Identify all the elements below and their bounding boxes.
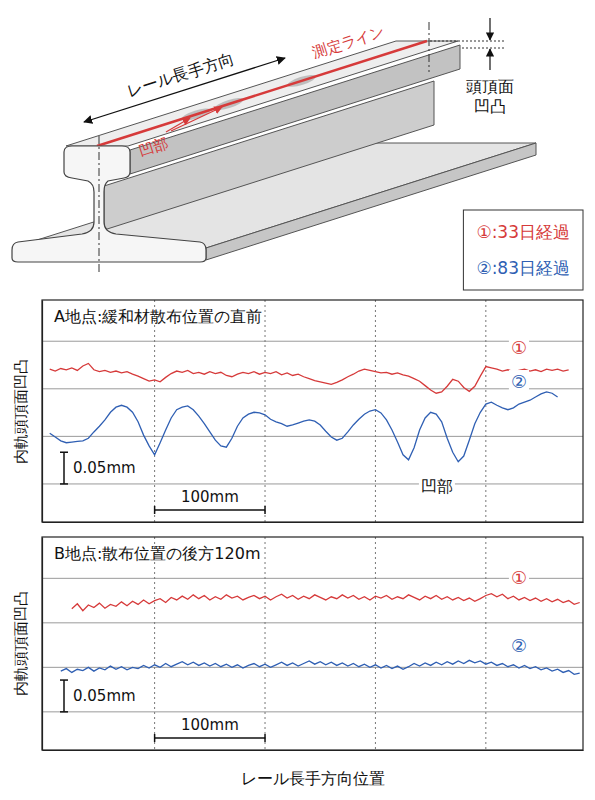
- unevenness-guide: [430, 41, 505, 42]
- series-group: [61, 594, 580, 675]
- series-label: ②: [511, 635, 527, 656]
- series-group: [50, 363, 569, 461]
- profile-line: [72, 594, 580, 611]
- recess-label: 凹部: [136, 134, 170, 160]
- legend: ①:33日経過 ②:83日経過: [463, 210, 583, 290]
- grid-line-y: [42, 388, 583, 389]
- panel: ① ② B地点:散布位置の後方120m 内軌頭頂面凹凸 0.05mm 100mm レール長手…: [12, 537, 584, 788]
- legend-entry: ①:33日経過: [476, 222, 570, 242]
- grid-line-y: [42, 711, 583, 712]
- scale-bar-cap: [264, 734, 266, 742]
- series-label-patch: [509, 634, 529, 657]
- scale-bar-cap: [60, 451, 68, 453]
- scale-bar-x-line: [155, 509, 265, 511]
- scale-bar-x: [155, 506, 265, 514]
- panel: ① ② A地点:緩和材散布位置の直前内軌頭頂面凹凸 0.05mm 100mm 凹部: [12, 300, 584, 523]
- center-line-front: [99, 136, 100, 272]
- grid-line-y: [42, 436, 583, 437]
- grid-line-y: [42, 622, 583, 623]
- grid-line-x: [154, 300, 155, 522]
- rail-illustration: レール長手方向 測定ライン凹部 頭頂面凹凸: [12, 18, 536, 272]
- profile-line: [50, 363, 569, 393]
- unevenness-guide: [462, 48, 505, 49]
- profile-line: [50, 392, 558, 462]
- scale-bar-y-label: 0.05mm: [73, 459, 136, 477]
- center-line-back: [429, 22, 430, 72]
- unevenness-arrow: [489, 18, 490, 40]
- scale-bar-x-label: 100mm: [181, 716, 239, 734]
- series-label: ①: [511, 337, 527, 358]
- grid-line-x: [154, 537, 155, 750]
- series-label-patch: [509, 370, 529, 393]
- panel-texts: ① ② A地点:緩和材散布位置の直前内軌頭頂面凹凸 0.05mm 100mm 凹部: [12, 307, 529, 514]
- profile-line: [61, 660, 580, 674]
- grid-line-y: [42, 341, 583, 342]
- scale-bar-cap: [60, 679, 68, 681]
- scale-bar-cap: [60, 711, 68, 713]
- unevenness-label: 頭頂面: [466, 77, 514, 96]
- plot-frame: [42, 537, 583, 750]
- grid-line-x: [485, 300, 486, 522]
- scale-bar-x-line: [155, 737, 265, 739]
- annotation-patch: [419, 476, 455, 497]
- scale-bar-y-line: [63, 452, 65, 484]
- scale-bar-cap: [264, 506, 266, 514]
- panel-texts: ① ② B地点:散布位置の後方120m 内軌頭頂面凹凸 0.05mm 100mm レール長手…: [12, 544, 529, 788]
- figure: レール長手方向 測定ライン凹部 頭頂面凹凸 ① ② A地点:緩和材散布位置の直前内軌頭頂面…: [0, 0, 595, 800]
- measure-line-label: 測定ライン: [310, 22, 387, 62]
- grid-line-y: [42, 483, 583, 484]
- y-axis-title: 内軌頭頂面凹凸: [12, 591, 30, 696]
- series-label: ②: [511, 371, 527, 392]
- measure-line: [97, 41, 427, 146]
- series-label: ①: [511, 567, 527, 588]
- grid-line-x: [375, 300, 376, 522]
- unevenness-label: 凹凸: [474, 97, 506, 116]
- rail-cross-section: [12, 146, 206, 262]
- series-label-patch: [509, 566, 529, 589]
- scale-bar-y: [60, 452, 68, 484]
- scale-bar-x-label: 100mm: [181, 488, 239, 506]
- scale-bar-y-label: 0.05mm: [73, 687, 136, 705]
- scale-bar-cap: [60, 483, 68, 485]
- grid-line-y: [42, 578, 583, 579]
- plot-background: [42, 537, 583, 750]
- scale-bar-cap: [154, 734, 156, 742]
- panel-title: A地点:緩和材散布位置の直前: [54, 307, 262, 326]
- plot-frame: [42, 300, 583, 522]
- rail-head-top: [66, 41, 458, 146]
- recess-arrow: [171, 107, 222, 131]
- canvas: レール長手方向 測定ライン凹部 頭頂面凹凸 ① ② A地点:緩和材散布位置の直前内軌頭頂面…: [0, 0, 595, 800]
- scale-bar-y-line: [63, 680, 65, 712]
- grid-line-x: [375, 537, 376, 750]
- recess-arrow: [166, 118, 190, 132]
- y-axis-title: 内軌頭頂面凹凸: [12, 359, 30, 464]
- x-axis-title: レール長手方向位置: [241, 769, 385, 788]
- grid-line-x: [265, 300, 266, 522]
- annotation: 凹部: [421, 477, 453, 496]
- legend-entry: ②:83日経過: [476, 258, 570, 278]
- scale-bar-cap: [154, 506, 156, 514]
- direction-label: レール長手方向: [124, 49, 236, 101]
- series-label-patch: [509, 336, 529, 359]
- grid-line-x: [265, 537, 266, 750]
- panel-title: B地点:散布位置の後方120m: [54, 544, 261, 563]
- legend-box: [463, 210, 583, 290]
- grid-line-x: [485, 537, 486, 750]
- rail-web-side: [104, 81, 434, 230]
- unevenness-arrow: [489, 49, 490, 70]
- scale-bar-x: [155, 734, 265, 742]
- scale-bar-y: [60, 680, 68, 712]
- plot-background: [42, 300, 583, 522]
